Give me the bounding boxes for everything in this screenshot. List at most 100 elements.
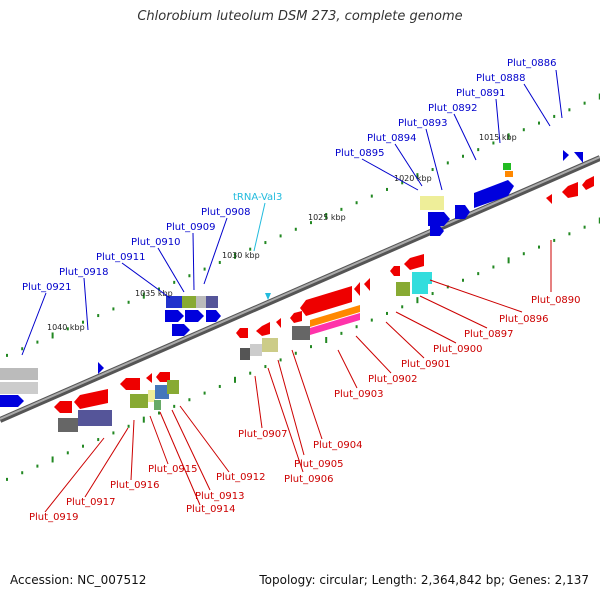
scale-label: 1025 kbp <box>308 213 346 222</box>
gene-label[interactable]: Plut_0901 <box>401 359 451 370</box>
track-tick <box>416 173 419 180</box>
gene-label[interactable]: Plut_0904 <box>313 440 363 451</box>
gene-label[interactable]: Plut_0921 <box>22 282 72 293</box>
reverse-gene-arrow[interactable] <box>290 311 302 323</box>
forward-gene-arrow[interactable] <box>455 205 470 219</box>
feature-block[interactable] <box>130 394 148 408</box>
reverse-gene-arrow[interactable] <box>120 378 140 390</box>
gene-label[interactable]: Plut_0916 <box>110 480 160 491</box>
map-title: Chlorobium luteolum DSM 273, complete ge… <box>137 9 463 24</box>
forward-gene-arrow[interactable] <box>574 152 583 163</box>
gene-label[interactable]: Plut_0907 <box>238 429 288 440</box>
gene-label[interactable]: Plut_0909 <box>166 222 216 233</box>
feature-block[interactable] <box>154 400 161 410</box>
reverse-gene-arrow[interactable] <box>364 278 370 291</box>
scale-label: 1030 kbp <box>222 251 260 260</box>
reverse-gene-arrow[interactable] <box>582 176 594 190</box>
gene-label[interactable]: Plut_0890 <box>531 295 581 306</box>
feature-block[interactable] <box>310 305 360 327</box>
trna-label[interactable]: tRNA-Val3 <box>233 192 282 203</box>
feature-block[interactable] <box>155 385 169 399</box>
track-tick <box>6 353 8 357</box>
reverse-gene-arrow[interactable] <box>54 401 72 413</box>
feature-block[interactable] <box>505 171 513 177</box>
forward-gene-arrow[interactable] <box>165 310 184 322</box>
gene-label[interactable]: Plut_0902 <box>368 374 418 385</box>
gene-label[interactable]: Plut_0908 <box>201 207 251 218</box>
gene-label[interactable]: Plut_0919 <box>29 512 79 523</box>
forward-gene-arrow[interactable] <box>206 310 221 322</box>
gene-label[interactable]: Plut_0897 <box>464 329 514 340</box>
reverse-gene-arrow[interactable] <box>300 286 352 316</box>
feature-block[interactable] <box>167 380 179 394</box>
reverse-gene-arrow[interactable] <box>404 254 424 270</box>
feature-block[interactable] <box>250 344 262 356</box>
trna-marker[interactable] <box>265 293 271 300</box>
feature-block[interactable] <box>292 326 310 340</box>
feature-block[interactable] <box>196 296 206 308</box>
feature-block[interactable] <box>412 272 432 284</box>
forward-gene-arrow[interactable] <box>430 226 444 236</box>
gene-label[interactable]: Plut_0905 <box>294 459 344 470</box>
feature-block[interactable] <box>206 296 218 308</box>
forward-gene-arrow[interactable] <box>563 150 569 161</box>
track-tick <box>431 168 434 172</box>
track-tick <box>446 285 449 289</box>
gene-label[interactable]: Plut_0903 <box>334 389 384 400</box>
feature-block[interactable] <box>0 368 38 380</box>
reverse-gene-arrow[interactable] <box>276 318 281 328</box>
feature-block[interactable] <box>412 284 428 294</box>
gene-label[interactable]: Plut_0894 <box>367 133 417 144</box>
gene-label[interactable]: Plut_0910 <box>131 237 181 248</box>
track-tick <box>325 336 328 343</box>
forward-gene-arrow[interactable] <box>98 362 104 374</box>
gene-label[interactable]: Plut_0895 <box>335 148 385 159</box>
forward-gene-arrow[interactable] <box>185 310 204 322</box>
forward-gene-arrow[interactable] <box>172 324 190 336</box>
gene-label[interactable]: Plut_0914 <box>186 504 236 515</box>
feature-block[interactable] <box>503 163 511 170</box>
feature-block[interactable] <box>240 348 250 360</box>
forward-gene-arrow[interactable] <box>474 180 514 208</box>
gene-label[interactable]: Plut_0912 <box>216 472 266 483</box>
reverse-gene-arrow[interactable] <box>354 282 360 296</box>
reverse-gene-arrow[interactable] <box>562 182 578 198</box>
feature-block[interactable] <box>262 338 278 352</box>
feature-block[interactable] <box>78 410 112 426</box>
gene-label[interactable]: Plut_0892 <box>428 103 478 114</box>
reverse-gene-arrow[interactable] <box>156 372 170 382</box>
feature-block[interactable] <box>166 296 182 308</box>
gene-label[interactable]: Plut_0906 <box>284 474 334 485</box>
gene-label[interactable]: Plut_0917 <box>66 497 116 508</box>
track-tick <box>553 114 556 118</box>
gene-label[interactable]: Plut_0911 <box>96 252 146 263</box>
gene-label[interactable]: Plut_0886 <box>507 58 557 69</box>
feature-block[interactable] <box>58 418 78 432</box>
reverse-gene-arrow[interactable] <box>146 373 152 383</box>
trna-leader-line <box>253 202 266 252</box>
feature-block[interactable] <box>182 296 196 308</box>
gene-label[interactable]: Plut_0918 <box>59 267 109 278</box>
gene-label[interactable]: Plut_0888 <box>476 73 526 84</box>
gene-label[interactable]: Plut_0915 <box>148 464 198 475</box>
track-tick <box>386 187 388 191</box>
forward-gene-arrow[interactable] <box>428 212 450 226</box>
feature-block[interactable] <box>420 196 444 210</box>
reverse-gene-arrow[interactable] <box>390 266 400 276</box>
feature-block[interactable] <box>310 313 360 335</box>
forward-gene-arrow[interactable] <box>0 395 24 407</box>
gene-label[interactable]: Plut_0893 <box>398 118 448 129</box>
reverse-gene-labels: Plut_0890 Plut_0896 Plut_0897 Plut_0900 … <box>29 295 581 523</box>
track-tick <box>173 404 176 408</box>
reverse-gene-arrow[interactable] <box>546 194 552 204</box>
feature-block[interactable] <box>148 390 155 402</box>
reverse-gene-arrow[interactable] <box>74 389 108 409</box>
gene-label[interactable]: Plut_0913 <box>195 491 245 502</box>
gene-label[interactable]: Plut_0896 <box>499 314 549 325</box>
gene-label[interactable]: Plut_0900 <box>433 344 483 355</box>
gene-label[interactable]: Plut_0891 <box>456 88 506 99</box>
feature-block[interactable] <box>0 382 38 394</box>
feature-block[interactable] <box>396 282 410 296</box>
reverse-gene-arrow[interactable] <box>256 322 270 336</box>
reverse-gene-arrow[interactable] <box>236 328 248 338</box>
